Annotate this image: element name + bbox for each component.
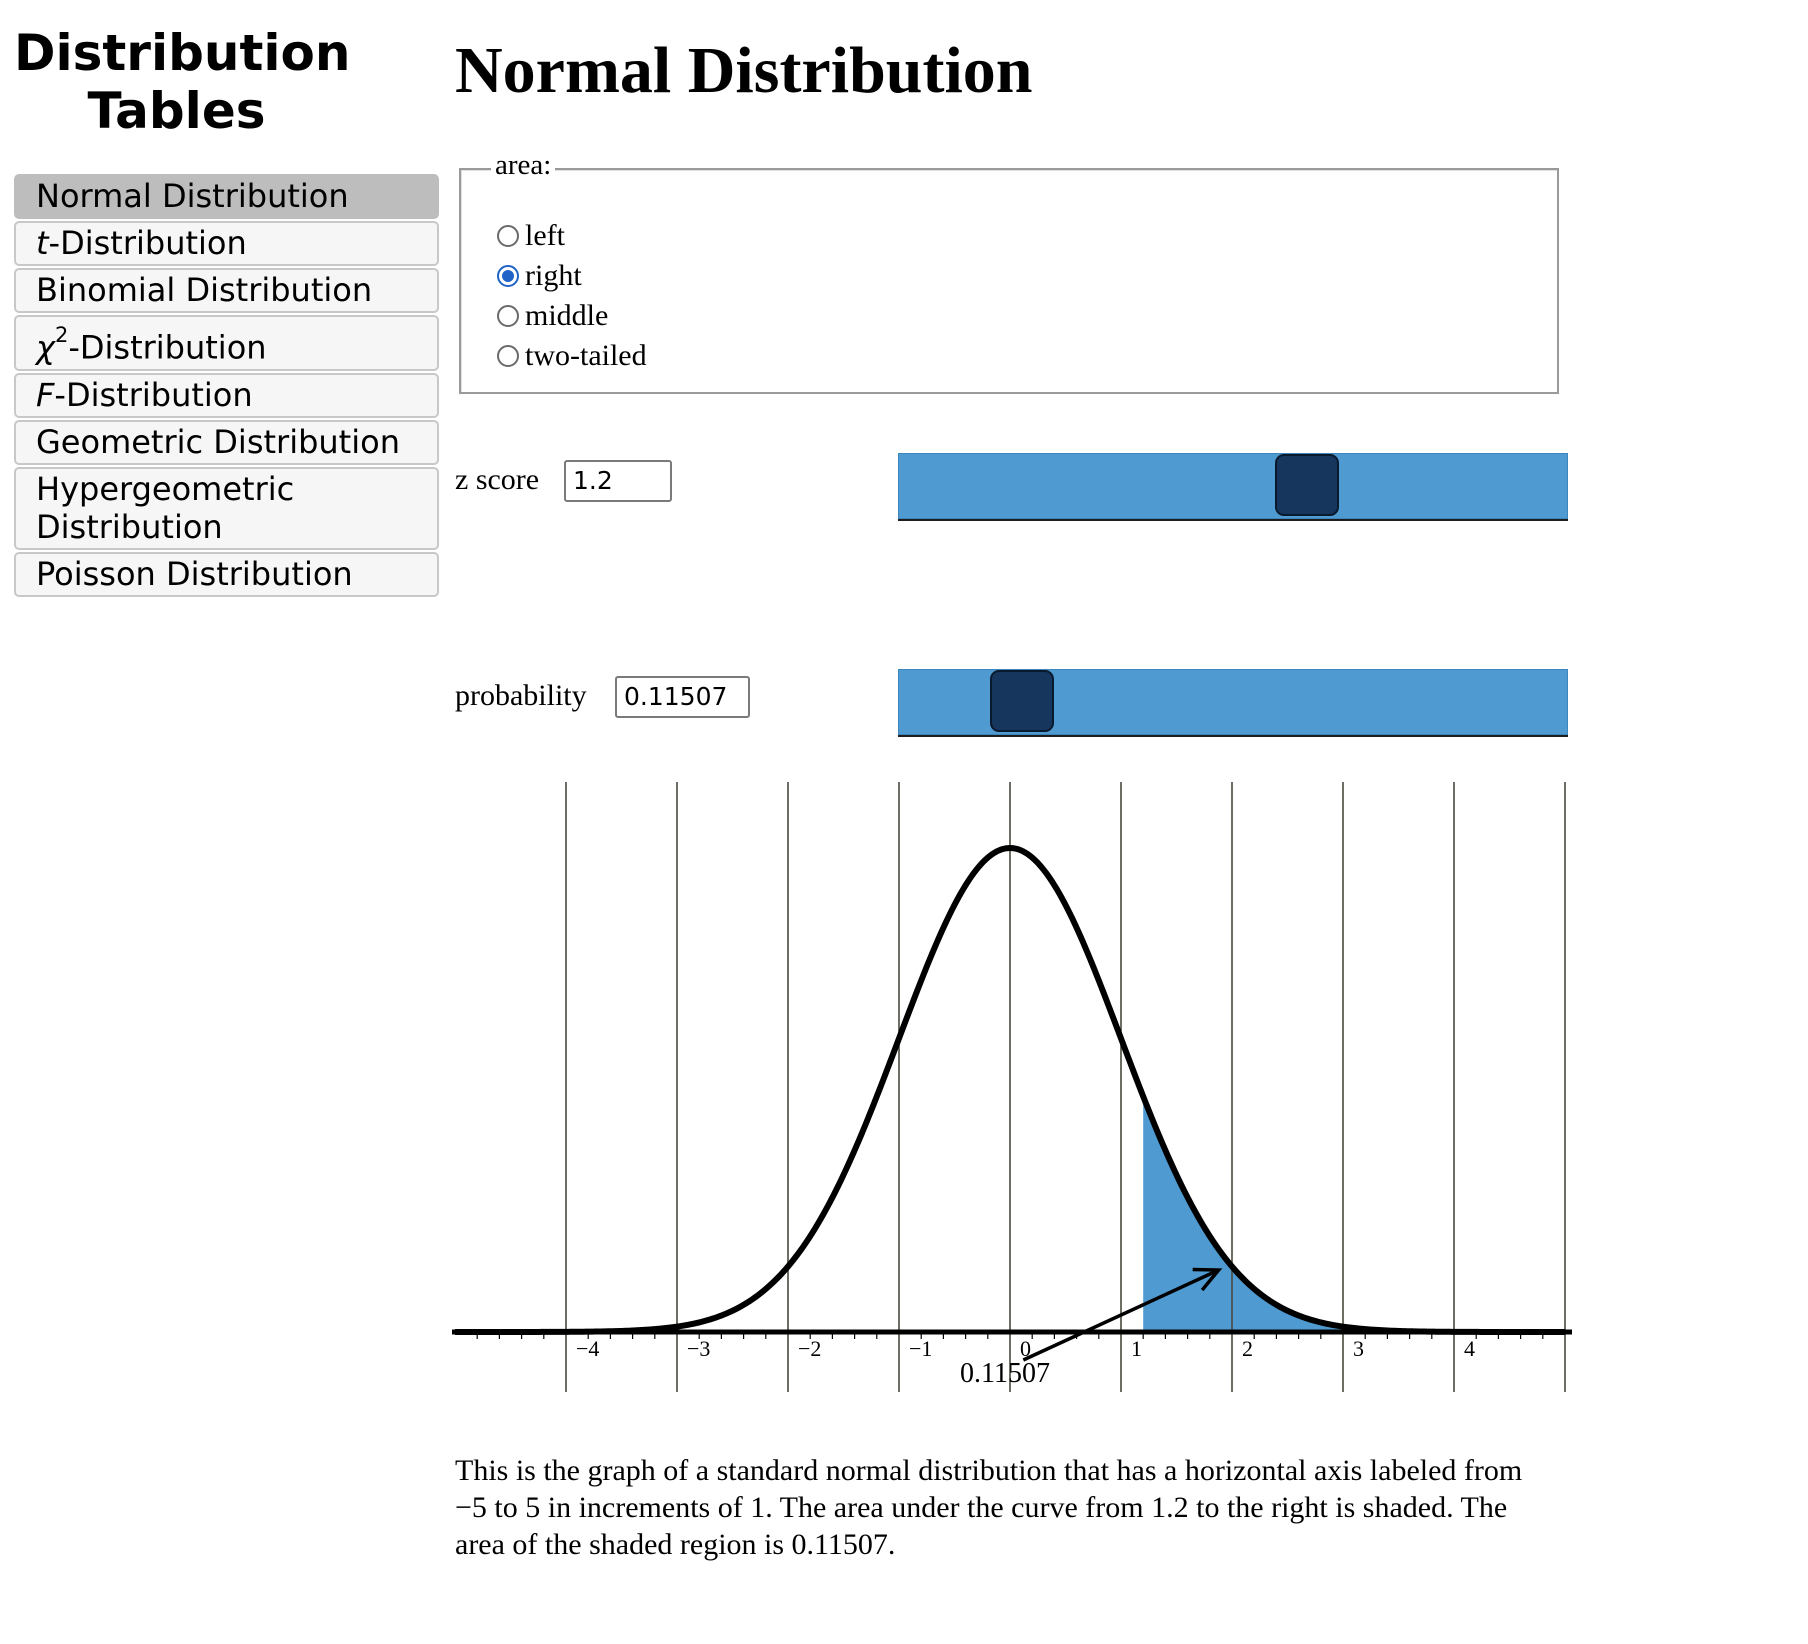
nav-item-label: -Distribution: [54, 375, 253, 414]
probability-slider-handle[interactable]: [989, 670, 1054, 732]
probability-label: probability: [455, 679, 587, 712]
radio-button[interactable]: [497, 225, 519, 247]
x-tick-label: 4: [1464, 1336, 1475, 1361]
sidebar-title-line1: Distribution: [14, 24, 351, 82]
x-tick-label: 3: [1353, 1336, 1364, 1361]
z-score-input[interactable]: 1.2: [564, 460, 672, 502]
sidebar: Distribution Tables Normal Distribution …: [14, 24, 439, 599]
page-title: Normal Distribution: [455, 34, 1033, 107]
radio-left[interactable]: left: [497, 216, 647, 256]
area-value-label: 0.11507: [960, 1358, 1050, 1389]
z-score-label: z score: [455, 463, 540, 496]
nav-item-binomial-distribution[interactable]: Binomial Distribution: [14, 268, 439, 313]
density-curve: [454, 845, 1566, 1335]
nav-item-f-distribution[interactable]: F-Distribution: [14, 372, 439, 418]
nav-item-t-distribution[interactable]: t-Distribution: [14, 221, 439, 266]
radio-label: middle: [525, 299, 609, 332]
x-tick-label: −2: [798, 1336, 821, 1361]
radio-label: right: [525, 259, 582, 292]
normal-distribution-chart: −4 −3 −2 −1 0 1 2 3 4 0.11507: [452, 782, 1572, 1392]
nav-item-normal-distribution[interactable]: Normal Distribution: [14, 174, 439, 219]
radio-button[interactable]: [497, 345, 519, 367]
sidebar-title: Distribution Tables: [14, 24, 351, 140]
nav-item-label: Geometric Distribution: [36, 422, 400, 461]
nav-item-geometric-distribution[interactable]: Geometric Distribution: [14, 419, 439, 465]
probability-input[interactable]: 0.11507: [615, 676, 750, 718]
nav-item-label: Binomial Distribution: [36, 271, 373, 309]
nav-item-label-italic: χ: [36, 328, 55, 367]
radio-label: left: [525, 219, 565, 252]
x-tick-label: −3: [687, 1336, 710, 1361]
nav-item-chi-square-distribution[interactable]: χ2-Distribution: [14, 315, 439, 371]
area-legend: area:: [491, 148, 556, 182]
nav-item-label-italic: F: [36, 375, 55, 414]
x-tick-label: 2: [1242, 1336, 1253, 1361]
radio-two-tailed[interactable]: two-tailed: [497, 336, 647, 376]
distribution-nav: Normal Distribution t-Distribution Binom…: [14, 174, 439, 597]
annotation-arrow: [1022, 1268, 1220, 1362]
nav-item-poisson-distribution[interactable]: Poisson Distribution: [14, 551, 439, 597]
shaded-area: [1143, 1096, 1565, 1332]
x-tick-label: −1: [909, 1336, 932, 1361]
area-fieldset: area: left right middle two-tailed: [459, 148, 1559, 394]
area-radio-group: left right middle two-tailed: [497, 216, 647, 376]
chart-description: This is the graph of a standard normal d…: [455, 1454, 1523, 1561]
radio-middle[interactable]: middle: [497, 296, 647, 336]
nav-item-label: -Distribution: [68, 328, 267, 367]
nav-item-label: Normal Distribution: [36, 177, 349, 215]
nav-item-label-line2: Distribution: [36, 507, 223, 546]
radio-button[interactable]: [497, 305, 519, 327]
nav-item-label: Poisson Distribution: [36, 554, 353, 593]
z-score-slider[interactable]: [898, 453, 1568, 519]
nav-item-superscript: 2: [54, 323, 69, 347]
nav-item-label-italic: t: [36, 224, 49, 262]
radio-label: two-tailed: [525, 339, 647, 372]
nav-item-label-line1: Hypergeometric: [36, 469, 295, 508]
x-tick-label: 0: [1020, 1336, 1031, 1361]
x-tick-label: −4: [576, 1336, 599, 1361]
nav-item-hypergeometric-distribution[interactable]: Hypergeometric Distribution: [14, 466, 439, 550]
probability-slider[interactable]: [898, 669, 1568, 735]
sidebar-title-line2: Tables: [87, 82, 266, 140]
nav-item-label: -Distribution: [48, 224, 247, 262]
x-tick-label: 1: [1131, 1336, 1142, 1361]
radio-right[interactable]: right: [497, 256, 647, 296]
annotation-arrowhead: [1192, 1267, 1223, 1292]
z-score-slider-handle[interactable]: [1274, 454, 1339, 516]
radio-button[interactable]: [497, 265, 519, 287]
